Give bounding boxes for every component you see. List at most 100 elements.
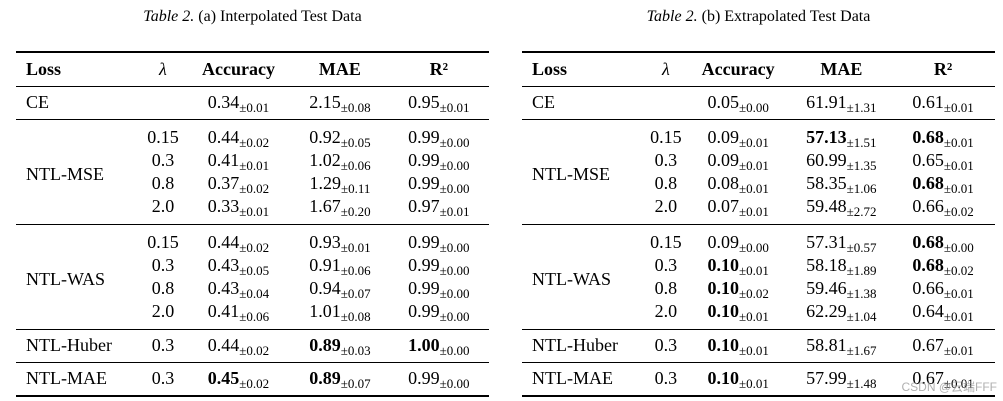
mae-cell-sd: ±1.48 bbox=[846, 376, 877, 391]
mae-cell-sd: ±1.31 bbox=[846, 100, 877, 115]
table-row: 2.0 0.33±0.01 1.67±0.20 0.97±0.01 bbox=[16, 195, 489, 225]
mae-cell-sd: ±1.67 bbox=[846, 343, 877, 358]
accuracy-cell-sd: ±0.01 bbox=[738, 376, 769, 391]
r2-cell-value: 0.68 bbox=[912, 126, 944, 147]
accuracy-cell: 0.10±0.02 bbox=[685, 277, 792, 300]
mae-cell-value: 0.89 bbox=[309, 368, 341, 388]
accuracy-cell-value: 0.44 bbox=[207, 126, 240, 147]
r2-cell-value: 0.68 bbox=[912, 231, 944, 252]
accuracy-cell-sd: ±0.04 bbox=[239, 285, 270, 301]
lambda-value: 0.3 bbox=[654, 149, 678, 170]
results-table: Loss λ Accuracy MAE R² CE 0.34±0.01 2.15±0.08 0.… bbox=[16, 51, 489, 397]
loss-header: Loss bbox=[532, 58, 568, 79]
mae-cell-sd: ±1.38 bbox=[846, 285, 877, 301]
mae-cell: 58.18±1.89 bbox=[792, 254, 892, 277]
lambda-value: 0.3 bbox=[151, 335, 175, 355]
accuracy-cell: 0.08±0.01 bbox=[685, 172, 792, 195]
mae-cell: 1.29±0.11 bbox=[291, 172, 388, 195]
mae-cell-sd: ±0.01 bbox=[340, 239, 371, 255]
row-group: CE 0.34±0.01 2.15±0.08 0.95±0.01 bbox=[16, 86, 489, 119]
lambda-value: 0.15 bbox=[147, 231, 179, 252]
accuracy-cell-value: 0.37 bbox=[207, 172, 240, 193]
mae-cell-value: 59.48 bbox=[806, 195, 847, 216]
accuracy-cell-sd: ±0.00 bbox=[738, 239, 769, 255]
r2-cell: 0.68±0.00 bbox=[891, 224, 995, 254]
r2-cell-sd: ±0.01 bbox=[439, 203, 470, 219]
mae-cell-sd: ±0.57 bbox=[846, 239, 877, 255]
lambda-value: 2.0 bbox=[151, 300, 175, 321]
loss-name: NTL-Huber bbox=[26, 335, 112, 355]
mae-header: MAE bbox=[820, 58, 863, 79]
lambda-value: 0.3 bbox=[151, 368, 175, 388]
lambda-value bbox=[140, 86, 186, 119]
accuracy-cell-sd: ±0.01 bbox=[239, 157, 270, 173]
mae-cell-value: 1.02 bbox=[309, 149, 341, 170]
accuracy-cell-value: 0.10 bbox=[707, 335, 739, 355]
r2-cell: 0.99±0.00 bbox=[389, 300, 489, 330]
lambda-value: 2.0 bbox=[151, 195, 175, 216]
r2-cell-sd: ±0.00 bbox=[439, 285, 470, 301]
r2-cell: 0.66±0.01 bbox=[891, 277, 995, 300]
loss-name: CE bbox=[532, 92, 556, 112]
r2-cell-sd: ±0.00 bbox=[439, 157, 470, 173]
accuracy-cell: 0.33±0.01 bbox=[186, 195, 292, 225]
r2-cell-sd: ±0.00 bbox=[439, 134, 470, 150]
r2-cell-value: 0.99 bbox=[408, 368, 440, 388]
lambda-value: 0.3 bbox=[151, 254, 175, 275]
accuracy-cell: 0.44±0.02 bbox=[186, 119, 292, 149]
r2-cell: 0.61±0.01 bbox=[891, 86, 995, 119]
mae-cell-value: 1.01 bbox=[309, 300, 341, 321]
r2-cell: 0.99±0.00 bbox=[389, 362, 489, 396]
r2-cell-sd: ±0.01 bbox=[943, 157, 974, 173]
accuracy-header: Accuracy bbox=[701, 58, 775, 79]
r2-cell-value: 0.68 bbox=[912, 254, 944, 275]
r2-cell-sd: ±0.00 bbox=[439, 376, 470, 391]
r2-cell: 0.95±0.01 bbox=[389, 86, 489, 119]
mae-cell: 0.89±0.03 bbox=[291, 329, 388, 362]
mae-cell-value: 58.81 bbox=[806, 335, 847, 355]
accuracy-cell-sd: ±0.02 bbox=[239, 134, 270, 150]
r2-cell: 0.68±0.01 bbox=[891, 119, 995, 149]
r2-cell: 0.64±0.01 bbox=[891, 300, 995, 330]
accuracy-cell-sd: ±0.01 bbox=[738, 308, 769, 324]
accuracy-cell-value: 0.45 bbox=[207, 368, 240, 388]
loss-header: Loss bbox=[26, 58, 62, 79]
accuracy-cell: 0.07±0.01 bbox=[685, 195, 792, 225]
accuracy-cell-sd: ±0.02 bbox=[239, 239, 270, 255]
table-row: 0.3 0.41±0.01 1.02±0.06 0.99±0.00 bbox=[16, 149, 489, 172]
r2-cell: 0.67±0.01 bbox=[891, 329, 995, 362]
lambda-value bbox=[647, 86, 685, 119]
mae-cell: 57.31±0.57 bbox=[792, 224, 892, 254]
accuracy-cell-value: 0.05 bbox=[707, 92, 739, 112]
caption-label: Table 2. bbox=[143, 8, 195, 25]
loss-name: NTL-MSE bbox=[26, 164, 104, 184]
accuracy-cell: 0.44±0.02 bbox=[186, 224, 292, 254]
mae-cell-sd: ±0.08 bbox=[340, 308, 371, 324]
accuracy-cell-value: 0.44 bbox=[207, 335, 240, 355]
watermark: CSDN @云端FFF bbox=[901, 380, 997, 394]
r2-cell-value: 0.64 bbox=[912, 300, 944, 321]
accuracy-cell: 0.09±0.00 bbox=[685, 224, 792, 254]
accuracy-cell-sd: ±0.02 bbox=[738, 285, 769, 301]
r2-cell: 1.00±0.00 bbox=[389, 329, 489, 362]
r2-cell-sd: ±0.00 bbox=[439, 308, 470, 324]
r2-cell-value: 0.95 bbox=[408, 92, 440, 112]
r2-cell-value: 0.99 bbox=[408, 300, 440, 321]
accuracy-cell-sd: ±0.01 bbox=[738, 134, 769, 150]
mae-cell-value: 61.91 bbox=[806, 92, 847, 112]
accuracy-cell: 0.09±0.01 bbox=[685, 149, 792, 172]
r2-cell-value: 0.99 bbox=[408, 254, 440, 275]
mae-cell: 60.99±1.35 bbox=[792, 149, 892, 172]
row-group: NTL-Huber 0.3 0.10±0.01 58.81±1.67 0.67±0.01 bbox=[522, 329, 995, 362]
mae-cell: 0.92±0.05 bbox=[291, 119, 388, 149]
accuracy-cell-value: 0.09 bbox=[707, 149, 739, 170]
accuracy-cell: 0.43±0.05 bbox=[186, 254, 292, 277]
accuracy-cell-sd: ±0.06 bbox=[239, 308, 270, 324]
r2-cell: 0.66±0.02 bbox=[891, 195, 995, 225]
table-row: NTL-WAS 0.15 0.44±0.02 0.93±0.01 0.99±0.00 bbox=[16, 224, 489, 290]
r2-cell-value: 0.67 bbox=[912, 368, 944, 388]
mae-cell: 2.15±0.08 bbox=[291, 86, 388, 119]
r2-cell-sd: ±0.00 bbox=[439, 262, 470, 278]
loss-name: NTL-MSE bbox=[532, 164, 610, 184]
table-row: 0.8 0.10±0.02 59.46±1.38 0.66±0.01 bbox=[522, 277, 995, 300]
